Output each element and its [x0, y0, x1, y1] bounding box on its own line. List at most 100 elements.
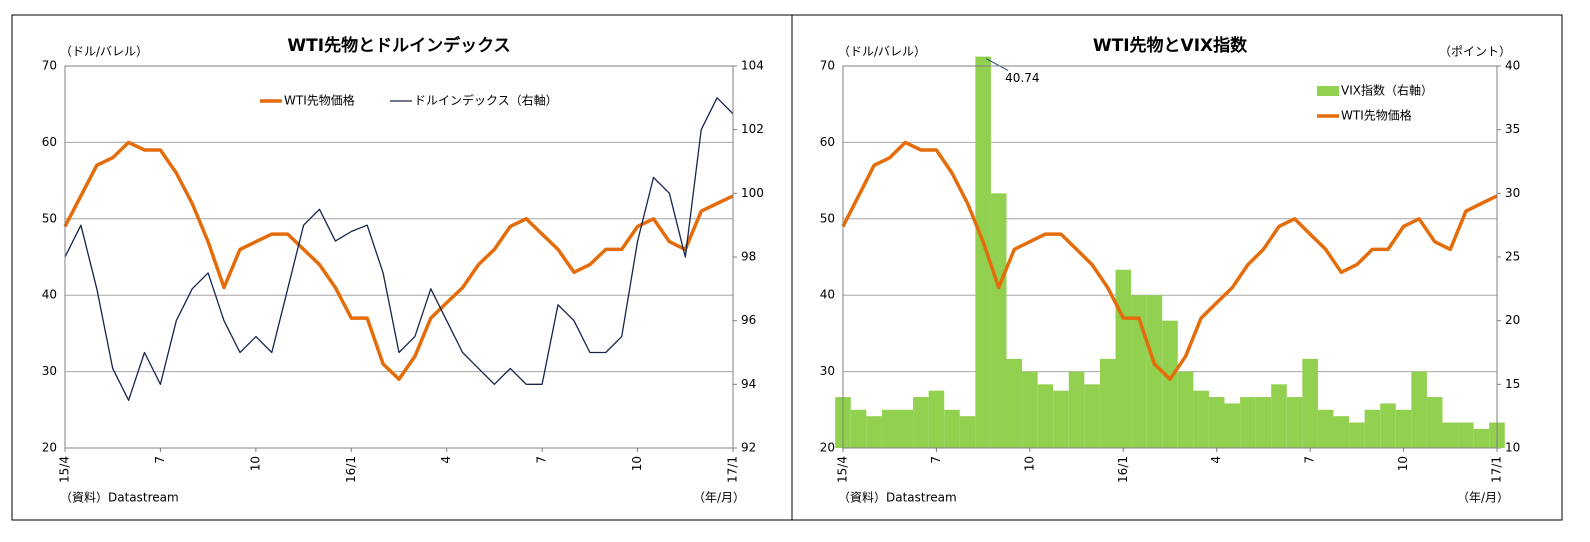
bar	[1099, 358, 1116, 448]
x-tick-label: 10	[1022, 456, 1036, 471]
plot-border	[64, 65, 734, 449]
bar	[1084, 384, 1100, 448]
bar	[897, 409, 914, 448]
bar	[1473, 428, 1490, 448]
chart-title: WTI先物とVIX指数	[1093, 35, 1248, 56]
bar	[1006, 358, 1023, 448]
bar	[1286, 397, 1303, 448]
data-label: 40.74	[1005, 71, 1039, 85]
bar	[1380, 403, 1396, 448]
bar	[1333, 416, 1350, 448]
bar	[913, 397, 929, 448]
y-tick-label: 40	[820, 288, 835, 302]
bar	[1395, 409, 1412, 448]
bar	[1317, 409, 1334, 448]
bar	[990, 193, 1007, 448]
bar	[850, 409, 867, 448]
plot-area	[63, 97, 734, 401]
bar	[1208, 397, 1225, 448]
bar	[1224, 403, 1241, 448]
legend-label: VIX指数（右軸）	[1341, 83, 1433, 98]
y2-tick-label: 25	[1505, 250, 1520, 264]
y-tick-label: 50	[42, 211, 57, 225]
y2-tick-label: 102	[741, 122, 764, 136]
y-tick-label: 70	[42, 59, 57, 73]
bar	[1364, 409, 1381, 448]
x-tick-label: 16/1	[1116, 456, 1130, 483]
bar	[866, 416, 882, 448]
x-tick-label: 7	[535, 456, 549, 464]
y2-tick-label: 15	[1505, 377, 1520, 391]
x-tick-label: 15/4	[836, 456, 850, 483]
y2-tick-label: 30	[1505, 186, 1520, 200]
bar	[1053, 390, 1069, 448]
bar	[1458, 422, 1474, 448]
y-tick-label: 70	[820, 59, 835, 73]
x-tick-label: 4	[439, 456, 453, 464]
y-tick-label: 60	[42, 135, 57, 149]
x-tick-label: 15/4	[58, 456, 72, 483]
y2-axis-label: （ポイント）	[1439, 45, 1511, 59]
frame	[11, 14, 1563, 521]
bar	[959, 416, 976, 448]
annotation-arrow	[985, 58, 1009, 72]
bar	[1022, 371, 1038, 448]
y-tick-label: 60	[820, 135, 835, 149]
bar	[1240, 397, 1256, 448]
legend-swatch	[1317, 86, 1339, 96]
x-tick-label: 7	[153, 456, 167, 464]
x-tick-label: 10	[248, 456, 262, 471]
x-axis-label: （年/月）	[693, 491, 745, 505]
y2-tick-label: 92	[741, 441, 756, 455]
legend-label: WTI先物価格	[1341, 108, 1412, 123]
y2-tick-label: 40	[1505, 59, 1520, 73]
y2-tick-label: 94	[741, 377, 756, 391]
legend-label: WTI先物価格	[284, 93, 355, 108]
source-note: （資料）Datastream	[60, 491, 179, 505]
y2-tick-label: 20	[1505, 313, 1520, 327]
plot-border	[842, 65, 1498, 449]
bar	[1302, 358, 1318, 448]
x-tick-label: 7	[1303, 456, 1317, 464]
x-tick-label: 4	[1209, 456, 1223, 464]
y2-tick-label: 100	[741, 186, 764, 200]
x-tick-label: 16/1	[344, 456, 358, 483]
chart-panel: WTI先物とドルインデックス （ドル/バレル） （資料）Datastream （年/月…	[42, 35, 764, 505]
y2-tick-label: 35	[1505, 122, 1520, 136]
bar	[1037, 384, 1054, 448]
legend-label: ドルインデックス（右軸）	[414, 93, 558, 108]
bar	[1177, 371, 1194, 448]
y2-tick-label: 96	[741, 313, 756, 327]
y-tick-label: 20	[42, 441, 57, 455]
y-tick-label: 50	[820, 211, 835, 225]
y-axis-label: （ドル/バレル）	[60, 45, 148, 59]
bar	[1271, 384, 1287, 448]
bar	[1442, 422, 1459, 448]
y-tick-label: 30	[820, 364, 835, 378]
bar	[928, 390, 945, 448]
x-tick-label: 10	[630, 456, 644, 471]
y2-tick-label: 98	[741, 250, 756, 264]
bar	[944, 409, 960, 448]
y-axis-label: （ドル/バレル）	[838, 45, 926, 59]
bar	[1162, 320, 1178, 448]
bar	[1193, 390, 1209, 448]
y2-tick-label: 104	[741, 59, 764, 73]
line-series	[64, 97, 734, 401]
y-tick-label: 20	[820, 441, 835, 455]
chart-panel: WTI先物とVIX指数 （ドル/バレル） （ポイント） （資料）Datastream （…	[820, 35, 1521, 505]
y-tick-label: 40	[42, 288, 57, 302]
line-series	[841, 140, 1498, 381]
y2-tick-label: 10	[1505, 441, 1520, 455]
y-tick-label: 30	[42, 364, 57, 378]
x-tick-label: 7	[929, 456, 943, 464]
bar	[1068, 371, 1085, 448]
x-tick-label: 17/1	[726, 456, 740, 483]
source-note: （資料）Datastream	[838, 491, 957, 505]
x-axis-label: （年/月）	[1457, 491, 1509, 505]
x-tick-label: 17/1	[1490, 456, 1504, 483]
x-tick-label: 10	[1396, 456, 1410, 471]
line-series	[63, 140, 734, 381]
